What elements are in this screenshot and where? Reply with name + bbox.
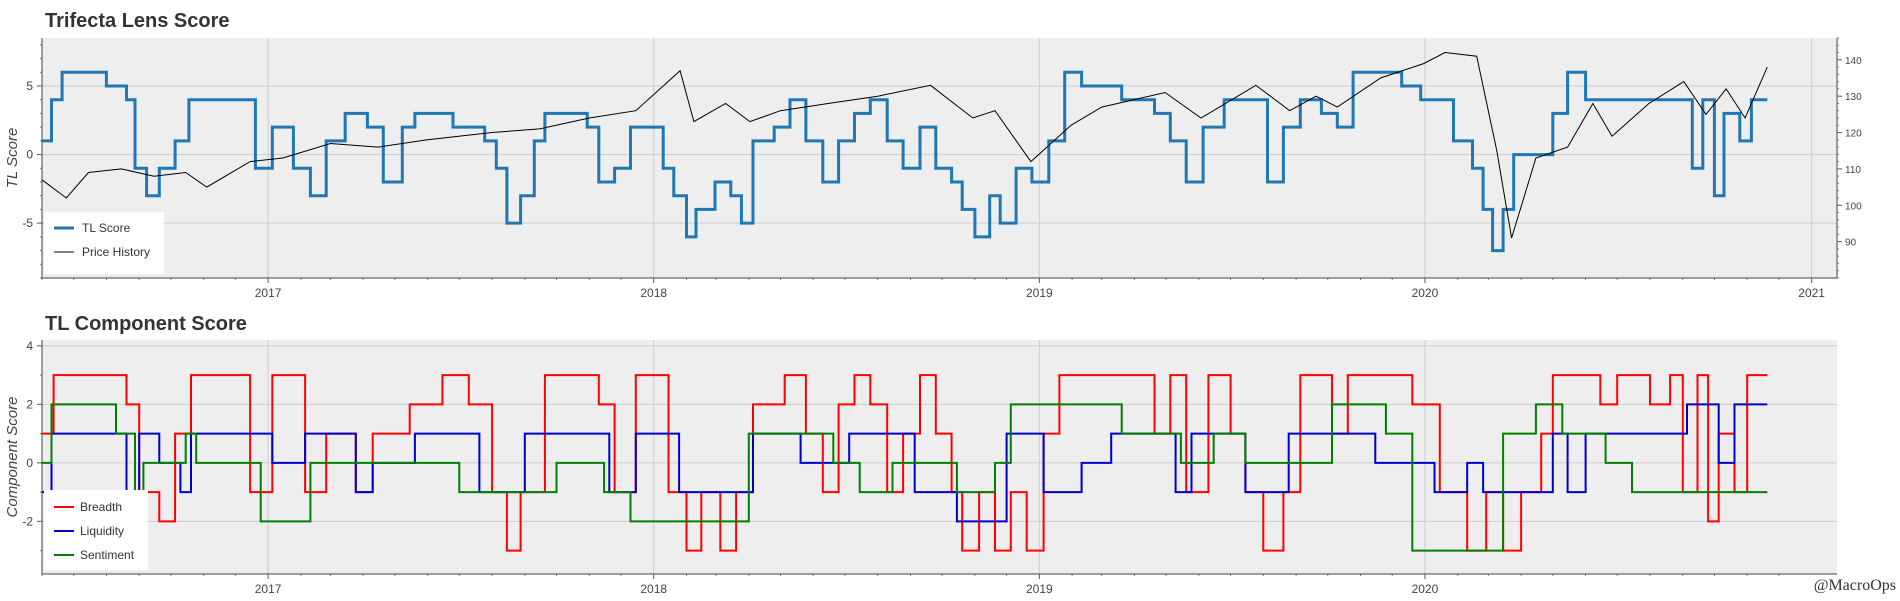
component-score-series: [42, 374, 1768, 552]
x-tick-label-2020: 2020: [1412, 286, 1439, 300]
tl-score-legend: TL Score Price History: [44, 212, 164, 274]
x-tick-label-2019: 2019: [1026, 286, 1053, 300]
y2-tick-label-140: 140: [1845, 56, 1862, 67]
y2-tick-label-130: 130: [1845, 92, 1862, 103]
legend-label-tl-score: TL Score: [82, 221, 131, 235]
x-tick-label-2017: 2017: [255, 286, 282, 300]
y-tick-label-5: 5: [26, 79, 33, 93]
legend-label-breadth: Breadth: [80, 500, 122, 514]
tl-score-panel: Trifecta Lens Score 2017 2018 2019 2020 2021…: [4, 10, 1862, 300]
component-score-title: TL Component Score: [45, 313, 247, 335]
series-line-breadth: [42, 374, 1768, 552]
x-tick-label-2018: 2018: [640, 286, 667, 300]
watermark: @MacroOps: [1813, 577, 1896, 594]
y-tick-label-0: 0: [26, 148, 33, 162]
tl-score-axes: 2017 2018 2019 2020 2021 -5 0 5 90 100 110 120 130 14…: [22, 37, 1862, 300]
series-line-price-history: [41, 51, 1768, 239]
component-score-legend: Breadth Liquidity Sentiment: [44, 490, 148, 570]
legend-label-sentiment: Sentiment: [80, 548, 135, 562]
y2-tick-label-120: 120: [1845, 129, 1862, 140]
legend-label-price-history: Price History: [82, 245, 150, 259]
y-tick-label--5: -5: [22, 216, 33, 230]
x-tick-label-2020: 2020: [1412, 582, 1439, 596]
component-score-axes: 2017 2018 2019 2020 -2 0 2 4: [22, 339, 1837, 596]
y-tick-label-0: 0: [26, 456, 33, 470]
x-tick-label-2018: 2018: [640, 582, 667, 596]
y2-tick-label-90: 90: [1845, 238, 1857, 249]
series-line-sentiment: [42, 403, 1768, 552]
x-tick-label-2019: 2019: [1026, 582, 1053, 596]
y-tick-label-4: 4: [26, 339, 33, 353]
component-score-panel: TL Component Score 2017 2018 2019 2020 -2 0 2 4…: [4, 313, 1837, 596]
y-tick-label--2: -2: [22, 514, 33, 528]
series-line-liquidity: [42, 403, 1768, 523]
tl-score-plot-area: [42, 38, 1837, 278]
y2-tick-label-100: 100: [1845, 201, 1862, 212]
x-tick-label-2021: 2021: [1798, 286, 1825, 300]
component-score-plot-area: [42, 340, 1837, 574]
x-tick-label-2017: 2017: [255, 582, 282, 596]
y-tick-label-2: 2: [26, 397, 33, 411]
tl-score-ylabel: TL Score: [4, 128, 21, 189]
legend-label-liquidity: Liquidity: [80, 524, 124, 538]
y2-tick-label-110: 110: [1845, 165, 1861, 176]
tl-score-title: Trifecta Lens Score: [45, 10, 230, 32]
tl-score-series: [41, 51, 1768, 253]
component-score-ylabel: Component Score: [4, 397, 21, 518]
legend-box: [44, 212, 164, 274]
series-line-tl-score: [42, 70, 1768, 253]
